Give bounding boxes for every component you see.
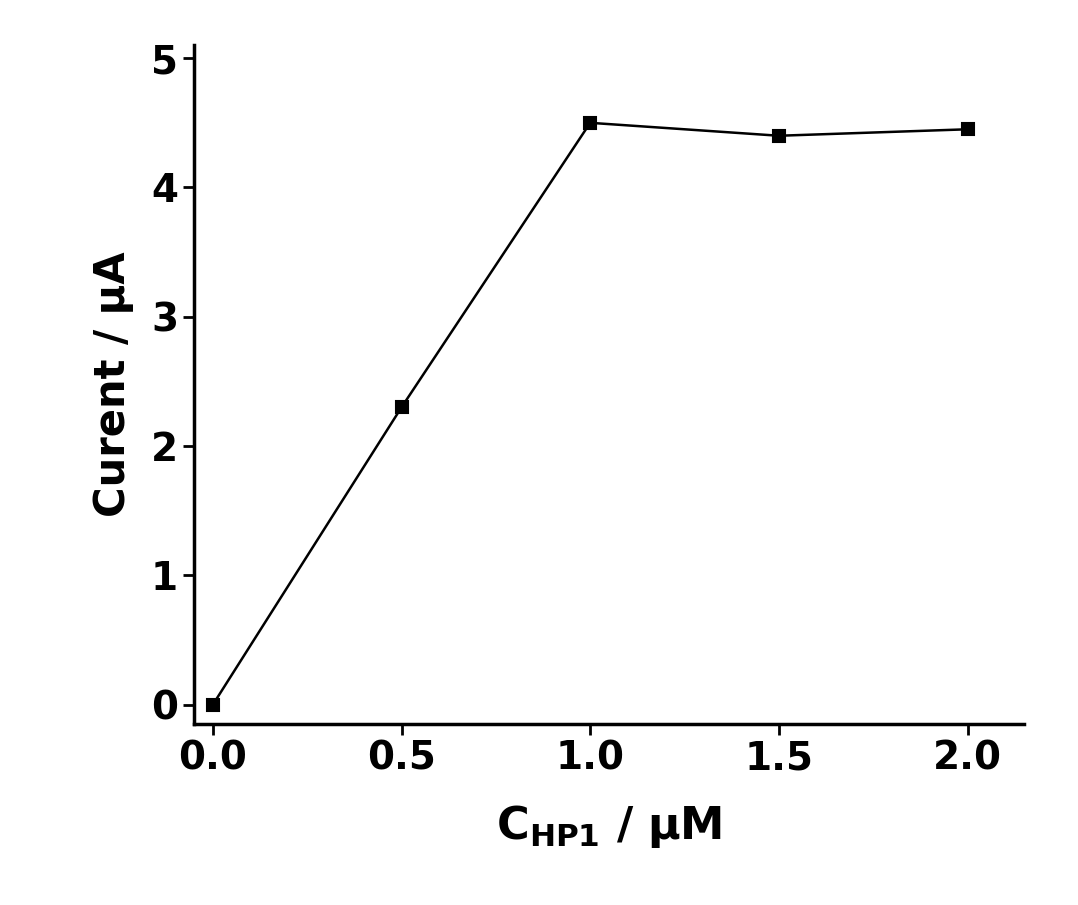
Y-axis label: Curent / μA: Curent / μA xyxy=(93,252,135,518)
X-axis label: $\mathbf{C_{HP1}}$ $\mathbf{/ \ \mu M}$: $\mathbf{C_{HP1}}$ $\mathbf{/ \ \mu M}$ xyxy=(496,803,722,850)
